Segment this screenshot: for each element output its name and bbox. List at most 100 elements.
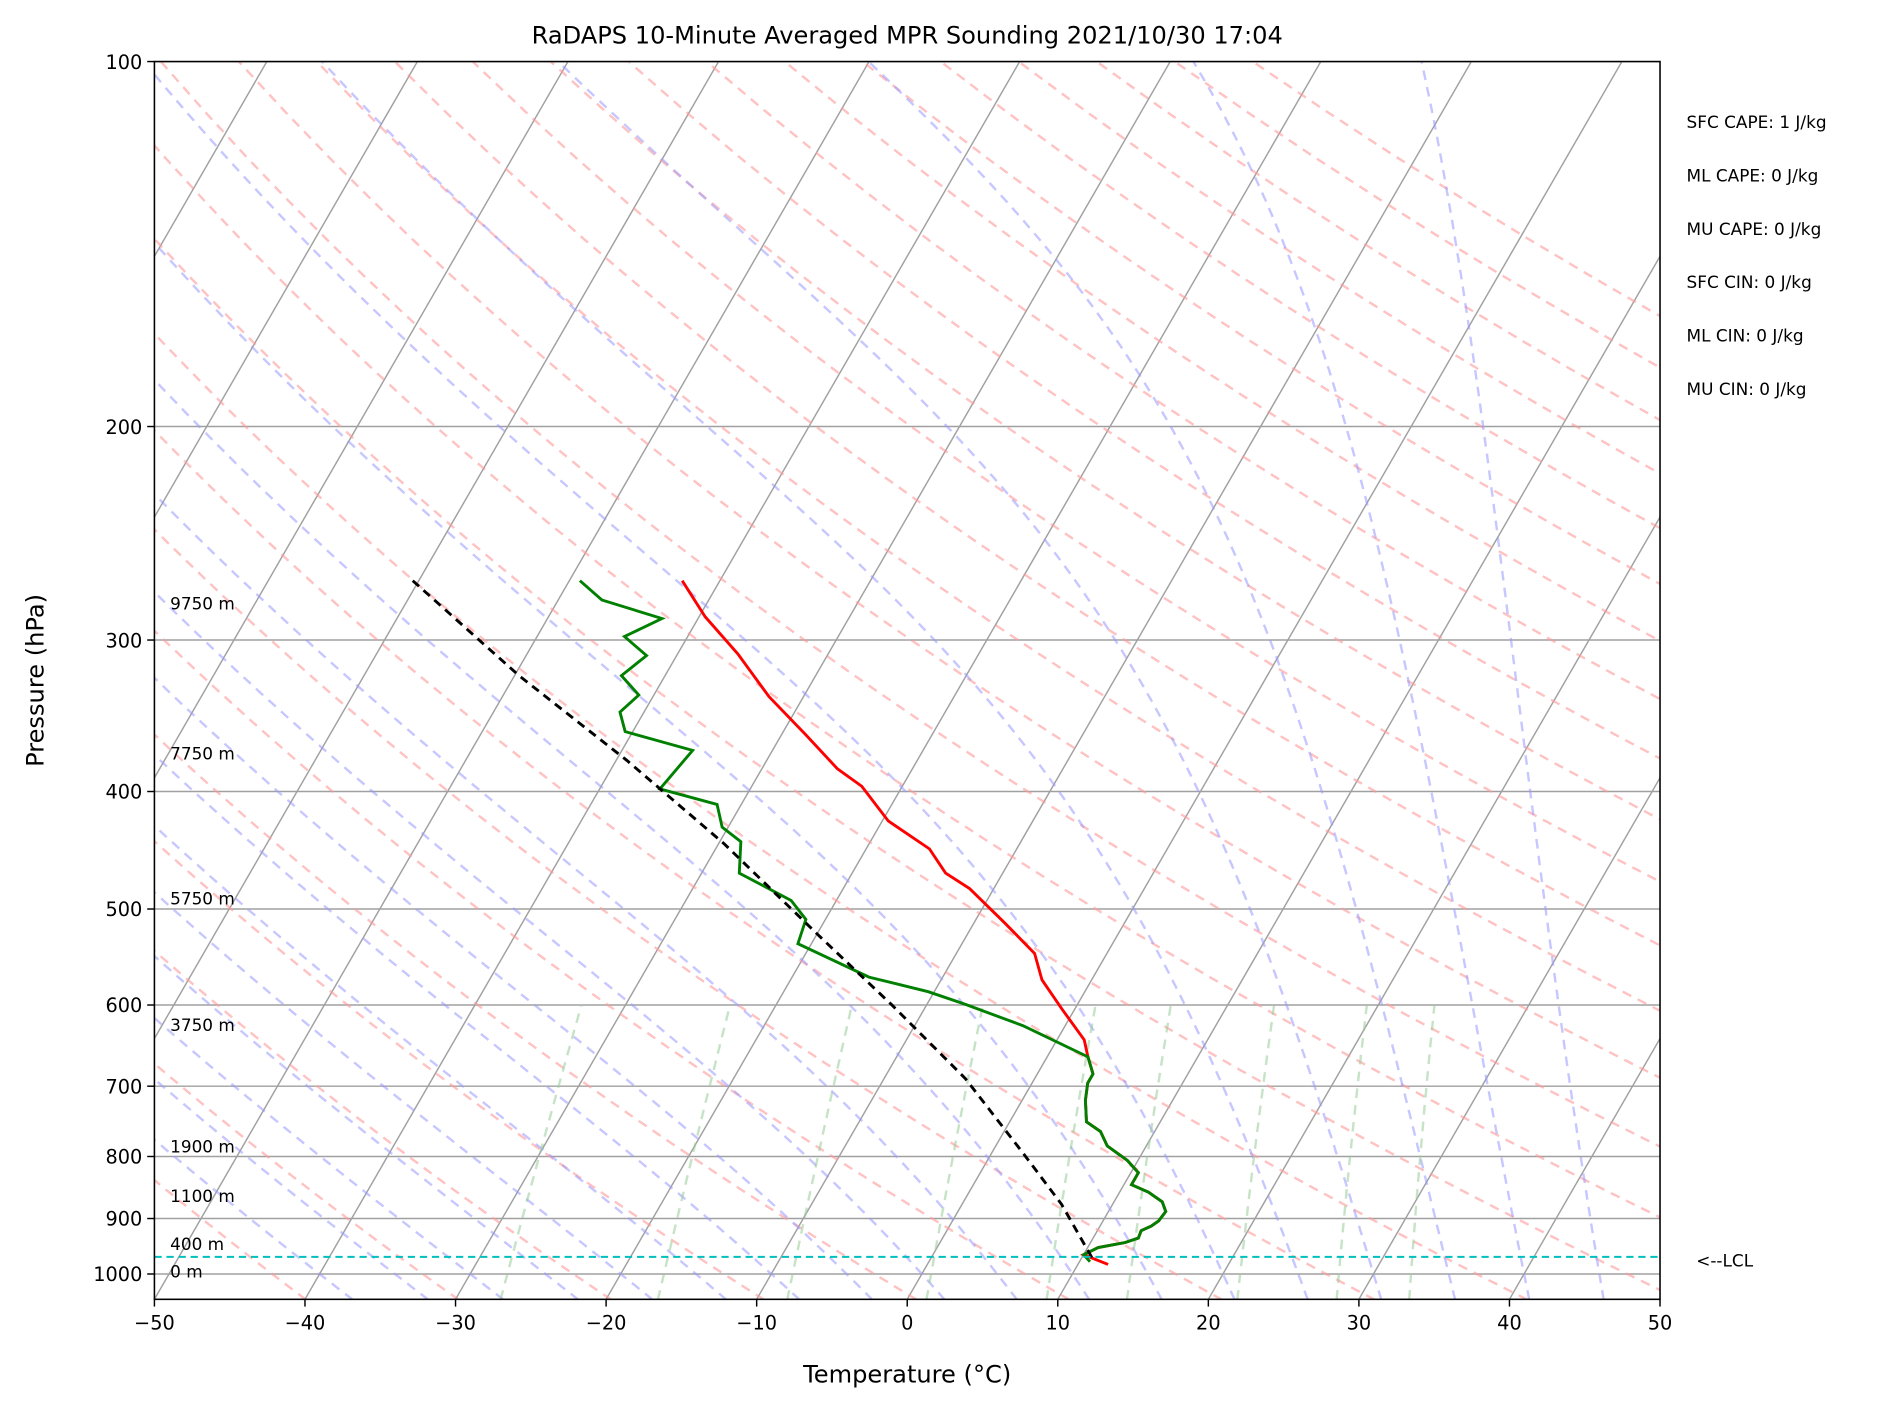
x-tick-label: 0: [901, 1311, 913, 1334]
dry-adiabat: [154, 143, 1661, 1219]
y-tick-label: 500: [106, 898, 143, 921]
moist-adiabat: [154, 1016, 505, 1300]
moist-adiabat: [154, 824, 728, 1300]
x-tick-label: −20: [586, 1311, 627, 1334]
series-dewpoint: [578, 579, 1168, 1263]
height-labels: 9750 m 7750 m 5750 m 3750 m 1900 m 1100 m 400 …: [170, 594, 235, 1282]
stability-index: ML CAPE: 0 J/kg: [1687, 165, 1819, 185]
isotherm-gridline: [1207, 515, 1661, 1300]
height-label: 1100 m: [170, 1186, 235, 1206]
height-label: 5750 m: [170, 888, 235, 908]
moist-adiabat: [154, 1077, 430, 1300]
height-label: 1900 m: [170, 1137, 235, 1157]
dry-adiabat: [154, 428, 1376, 1300]
dry-adiabat: [154, 237, 1661, 1292]
isotherm-gridline: [1056, 254, 1661, 1300]
x-tick-label: −40: [285, 1311, 326, 1334]
mixing-ratio-line: [1236, 1004, 1276, 1300]
dry-adiabat: [154, 732, 918, 1300]
stability-indices: SFC CAPE: 1 J/kg ML CAPE: 0 J/kg MU CAPE: …: [1687, 112, 1827, 399]
dry-adiabat: [783, 61, 1661, 643]
x-axis-label: Temperature (°C): [802, 1361, 1011, 1389]
y-axis-label: Pressure (hPa): [21, 594, 49, 767]
x-tick-label: 50: [1648, 1311, 1673, 1334]
dry-adiabat: [861, 61, 1661, 586]
dry-adiabat: [154, 1062, 460, 1300]
mixing-ratio-line: [1408, 1004, 1436, 1300]
moist-adiabat: [154, 378, 1091, 1300]
dry-adiabat: [154, 839, 765, 1300]
mixing-ratio-line: [1045, 1004, 1097, 1300]
mixing-ratio-line: [1125, 1004, 1173, 1300]
moist-adiabat: [1420, 61, 1605, 1300]
mixing-ratio-line: [786, 1004, 854, 1300]
y-tick-label: 200: [106, 416, 143, 439]
moist-adiabat: [154, 590, 946, 1300]
dry-adiabat: [159, 61, 1661, 1148]
moist-adiabat: [154, 890, 654, 1300]
mixing-ratio-line: [499, 1004, 583, 1300]
stability-index: ML CIN: 0 J/kg: [1687, 326, 1804, 346]
stability-index: MU CIN: 0 J/kg: [1687, 379, 1807, 399]
y-tick-label: 600: [106, 994, 143, 1017]
dry-adiabat: [1173, 61, 1661, 369]
isotherm-gridline: [906, 61, 1623, 1300]
mixing-ratio-line: [656, 1004, 732, 1300]
x-tick-label: 10: [1045, 1311, 1070, 1334]
moist-adiabat: [154, 954, 580, 1300]
y-tick-label: 1000: [93, 1263, 142, 1286]
y-tick-label: 800: [106, 1146, 143, 1169]
moist-adiabat: [867, 61, 1457, 1300]
y-tick-label: 400: [106, 781, 143, 804]
lcl-label: <--LCL: [1696, 1251, 1754, 1271]
isotherm-gridline: [605, 61, 1322, 1300]
x-tick-label: −50: [134, 1311, 175, 1334]
moist-adiabat: [154, 753, 801, 1300]
dry-adiabat: [237, 61, 1661, 1080]
y-tick-label: 900: [106, 1208, 143, 1231]
height-label: 3750 m: [170, 1015, 235, 1035]
mixing-ratio-line: [925, 1004, 985, 1300]
dry-adiabat: [154, 949, 612, 1300]
isotherm-gridline: [154, 61, 870, 1300]
height-label: 7750 m: [170, 743, 235, 763]
dry-adiabat: [705, 61, 1661, 701]
chart-title: RaDAPS 10-Minute Averaged MPR Sounding 2…: [532, 21, 1283, 49]
isotherm-gridline: [154, 61, 569, 780]
stability-index: MU CAPE: 0 J/kg: [1687, 219, 1822, 239]
moist-adiabat: [154, 241, 1163, 1300]
data-series: [154, 579, 1661, 1266]
x-tick-label: 40: [1497, 1311, 1522, 1334]
stability-index: SFC CAPE: 1 J/kg: [1687, 112, 1827, 132]
x-tick-label: −30: [435, 1311, 476, 1334]
isotherm-gridline: [1508, 1037, 1661, 1300]
dry-adiabat: [627, 61, 1661, 760]
moist-adiabat: [154, 676, 874, 1300]
isotherm-gridline: [755, 61, 1472, 1300]
series-temperature: [681, 579, 1168, 1266]
y-tick-label: 300: [106, 629, 143, 652]
isotherm-gridline: [304, 61, 1021, 1300]
axis-ticks: −50 −40 −30 −20 −10 0 10 20 30 40 50 100 200 300 400 50…: [93, 51, 1672, 1335]
isotherm-gridline: [0, 62, 116, 1300]
dry-adiabat: [549, 61, 1661, 821]
moist-adiabat: [1192, 61, 1531, 1300]
x-tick-label: −10: [736, 1311, 777, 1334]
y-tick-label: 700: [106, 1075, 143, 1098]
height-label: 400 m: [170, 1234, 224, 1254]
height-label: 9750 m: [170, 594, 235, 614]
moist-adiabat: [154, 72, 1236, 1300]
dry-adiabat: [154, 331, 1528, 1300]
series-parcel-profile: [411, 579, 1095, 1262]
dry-adiabat: [154, 527, 1223, 1300]
isotherm-gridline: [1358, 776, 1661, 1300]
dry-adiabat: [393, 61, 1661, 947]
dry-adiabat: [154, 629, 1070, 1300]
stability-index: SFC CIN: 0 J/kg: [1687, 272, 1812, 292]
isotherm-gridline: [154, 61, 720, 1040]
mixing-ratio-line: [1335, 1004, 1369, 1300]
dry-adiabat: [1017, 61, 1661, 475]
isotherm-gridline: [454, 61, 1171, 1300]
plot-frame: [153, 60, 1661, 1301]
